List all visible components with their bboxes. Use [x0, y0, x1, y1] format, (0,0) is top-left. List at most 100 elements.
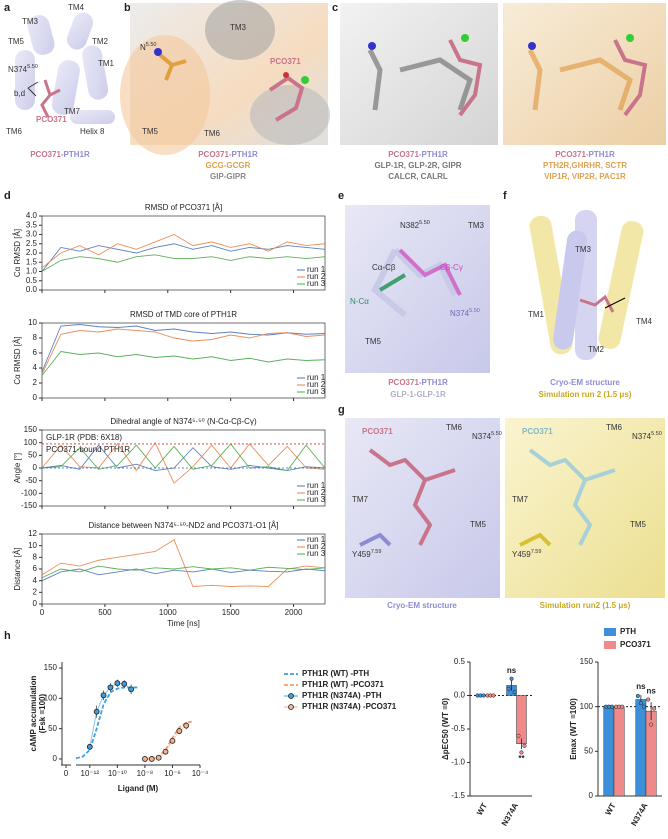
chart-title: RMSD of PCO371 [Å]: [145, 203, 222, 212]
y-tick-label: 3.5: [26, 220, 38, 229]
image-label: N-Cα: [350, 297, 369, 306]
data-line: [41, 565, 326, 579]
y-tick-label: 2.5: [26, 239, 38, 248]
y-tick-label: 100: [44, 693, 58, 702]
data-line: [41, 568, 326, 582]
bar: [613, 706, 625, 797]
y-tick-label: 50: [28, 450, 37, 459]
caption-part: -PTH1R: [229, 150, 258, 159]
y-tick-label: 0.0: [454, 691, 466, 700]
y-tick-label: -100: [21, 488, 38, 497]
annotation: **: [518, 754, 525, 763]
chart-title: RMSD of TMD core of PTH1R: [130, 310, 237, 319]
caption: Cryo-EM structure: [550, 378, 620, 387]
fit-curve: [75, 686, 138, 760]
y-tick-label: 2: [33, 378, 38, 387]
data-point: [516, 733, 521, 738]
legend-swatch: [604, 628, 616, 636]
image-label: TM7: [352, 495, 369, 504]
y-axis-label: Angle [°]: [13, 453, 22, 483]
panel-a: a TM3 TM4 TM5 TM2 TM1 TM7 TM6 Helix 8 b,…: [4, 2, 115, 159]
legend-label: PTH1R (WT) -PTH: [302, 669, 369, 678]
panel-letter: h: [4, 630, 11, 642]
y-tick-label: 4: [33, 576, 38, 585]
residue: N374: [632, 432, 652, 441]
y-axis-label: Cα RMSD [Å]: [13, 336, 22, 384]
image-label: TM6: [6, 127, 23, 136]
caption-part: -PTH1R: [419, 150, 448, 159]
image-label: Cα-Cβ: [372, 263, 396, 272]
legend-label: PTH: [620, 627, 636, 636]
legend-label: run 3: [307, 387, 326, 396]
y-tick-label: 1.0: [26, 267, 38, 276]
y-tick-label: 3.0: [26, 230, 38, 239]
residue-sup: 5.50: [651, 431, 662, 437]
legend-label: run 3: [307, 279, 326, 288]
x-tick-label: 1500: [222, 608, 240, 617]
data-point: [183, 722, 190, 729]
data-point: [509, 676, 514, 681]
data-point: [635, 693, 640, 698]
x-tick-label: 10⁻⁴: [192, 769, 209, 778]
y-tick-label: 4: [33, 363, 38, 372]
x-tick-label: N374A: [500, 801, 520, 827]
data-point: [620, 704, 625, 709]
residue-sup: 5.50: [27, 64, 38, 70]
legend-label: run 3: [307, 495, 326, 504]
residue-sup: 5.50: [469, 308, 480, 314]
caption: PCO371-PTH1R: [555, 150, 615, 159]
residue: Y459: [352, 550, 371, 559]
y-tick-label: -1.0: [451, 758, 465, 767]
caption: GLP-1R, GLP-2R, GIPR: [374, 161, 461, 170]
residue-label: Y4597.59: [512, 549, 541, 559]
caption: VIP1R, VIP2R, PAC1R: [544, 172, 626, 181]
y-tick-label: 0: [33, 463, 38, 472]
plot-frame: [41, 215, 326, 291]
y-tick-label: 50: [48, 724, 57, 733]
x-tick-label: 500: [98, 608, 112, 617]
residue-sup: 5.50: [491, 431, 502, 437]
image-label: TM5: [365, 337, 382, 346]
data-point: [641, 704, 646, 709]
y-tick-label: 0.0: [26, 285, 38, 294]
residue-sup: 5.50: [419, 220, 430, 226]
residue: N374: [8, 65, 28, 74]
residue-label: N3745.50: [8, 64, 38, 74]
data-point: [522, 743, 527, 748]
image-label: TM2: [92, 37, 109, 46]
y-tick-label: 1.5: [26, 257, 38, 266]
x-tick-label: 2000: [285, 608, 303, 617]
legend-label: PTH1R (WT) -PCO371: [302, 680, 384, 689]
image-label: TM6: [204, 129, 221, 138]
residue-label: N3745.50: [450, 308, 480, 318]
data-point: [638, 701, 643, 706]
caption: Simulation run2 (1.5 μs): [540, 601, 631, 610]
y-tick-label: 100: [580, 702, 594, 711]
x-tick-label: 0: [40, 608, 45, 617]
residue-label: N3745.50: [472, 431, 502, 441]
y-tick-label: 2.0: [26, 248, 38, 257]
chart-title: Distance between N374⁵·⁵⁰-ND2 and PCO371…: [89, 521, 279, 530]
y-tick-label: 0: [589, 791, 594, 800]
legend-label: PCO371: [620, 640, 651, 649]
y-tick-label: 10: [28, 541, 37, 550]
x-tick-label: N374A: [629, 801, 649, 827]
data-point: [86, 743, 93, 750]
image-label: TM6: [606, 423, 623, 432]
caption: PCO371-PTH1R: [388, 378, 448, 387]
legend-label: PTH1R (N374A) -PCO371: [302, 702, 397, 711]
data-point: [169, 737, 176, 744]
residue: Y459: [512, 550, 531, 559]
image-label: TM4: [636, 317, 653, 326]
data-point: [148, 756, 155, 762]
data-point: [512, 690, 517, 695]
panel-e: e TM3 Cα-Cβ Cβ-Cγ N-Cα TM5 N3825.50 N374…: [338, 190, 490, 399]
data-point: [93, 708, 100, 715]
x-tick-label: 0: [64, 769, 69, 778]
caption: CALCR, CALRL: [388, 172, 448, 181]
y-tick-label: 100: [24, 438, 38, 447]
image-label: TM5: [8, 37, 25, 46]
legend-label: run 1: [307, 535, 326, 544]
y-tick-label: 0: [33, 599, 38, 608]
